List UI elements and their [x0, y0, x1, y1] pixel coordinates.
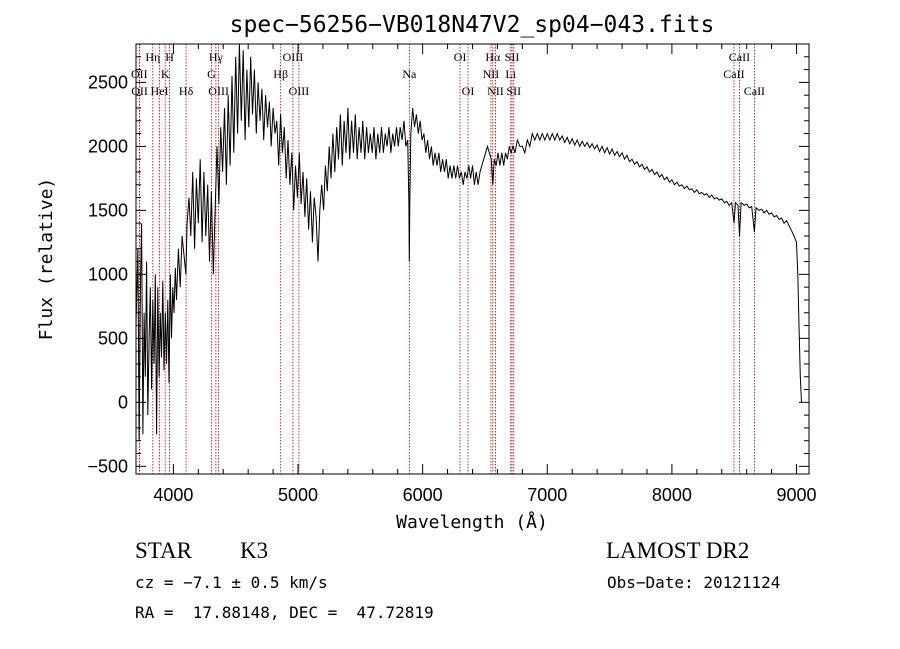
- x-tick-label: 7000: [527, 485, 567, 505]
- spectral-line-label: Hγ: [209, 50, 224, 64]
- spectral-line-label: NII: [487, 84, 504, 98]
- spectral-line-markers: OIIOIIHηHeIKHHδHγGOIIIOIIIHβOIIINaOIOIHα…: [131, 44, 765, 474]
- ra-dec-coordinates: RA = 17.88148, DEC = 47.72819: [135, 603, 434, 622]
- spectral-line-label: OIII: [283, 50, 304, 64]
- spectral-line-label: OIII: [208, 84, 229, 98]
- spectral-line-label: Hα: [485, 50, 501, 64]
- spectral-line-label: SII: [505, 50, 520, 64]
- spectral-line-label: NII: [483, 67, 500, 81]
- survey-name: LAMOST DR2: [606, 538, 750, 563]
- y-tick-label: 2500: [88, 72, 128, 92]
- redshift-velocity: cz = −7.1 ± 0.5 km/s: [135, 573, 328, 592]
- spectral-line-label: H: [165, 50, 174, 64]
- spectrum-chart: spec−56256−VB018N47V2_sp04−043.fits OII O…: [36, 12, 817, 533]
- x-tick-label: 4000: [153, 485, 193, 505]
- y-tick-label: 2000: [88, 136, 128, 156]
- spectral-line-label: Na: [402, 67, 417, 81]
- spectral-line-label: CaII: [723, 67, 744, 81]
- observation-date: Obs−Date: 20121124: [607, 573, 781, 592]
- x-tick-label: 9000: [777, 485, 817, 505]
- object-class: STAR: [135, 538, 192, 563]
- spectral-line-label: G: [207, 67, 216, 81]
- x-axis-label: Wavelength (Å): [396, 511, 548, 533]
- y-tick-label: 0: [118, 392, 128, 412]
- spectral-line-label: SII: [506, 84, 521, 98]
- spectral-line-label: OII: [131, 84, 148, 98]
- y-axis-label: Flux (relative): [36, 178, 57, 341]
- x-axis-ticks: 4000 5000 6000 7000 8000 9000: [153, 44, 817, 505]
- spectral-line-label: CaII: [744, 84, 765, 98]
- y-tick-label: 500: [98, 328, 128, 348]
- x-tick-label: 6000: [403, 485, 443, 505]
- chart-title: spec−56256−VB018N47V2_sp04−043.fits: [230, 12, 715, 38]
- spectral-line-label: HeI: [151, 84, 169, 98]
- spectral-subclass: K3: [240, 538, 269, 563]
- spectral-line-label: Hη: [145, 50, 160, 64]
- y-tick-label: 1000: [88, 264, 128, 284]
- x-tick-label: 8000: [652, 485, 692, 505]
- x-tick-label: 5000: [278, 485, 318, 505]
- spectral-line-label: Hδ: [179, 84, 194, 98]
- spectral-line-label: OIII: [289, 84, 310, 98]
- spectrum-line: [135, 43, 802, 441]
- spectral-line-label: CaII: [729, 50, 750, 64]
- y-tick-label: 1500: [88, 200, 128, 220]
- spectral-line-label: K: [161, 67, 170, 81]
- spectral-line-label: Hβ: [273, 67, 288, 81]
- spectral-line-label: Li: [505, 67, 516, 81]
- y-axis-ticks: −500 0 500 1000 1500 2000 2500: [87, 56, 809, 476]
- spectral-line-label: OI: [462, 84, 475, 98]
- spectral-line-label: OI: [454, 50, 467, 64]
- y-tick-label: −500: [87, 456, 128, 476]
